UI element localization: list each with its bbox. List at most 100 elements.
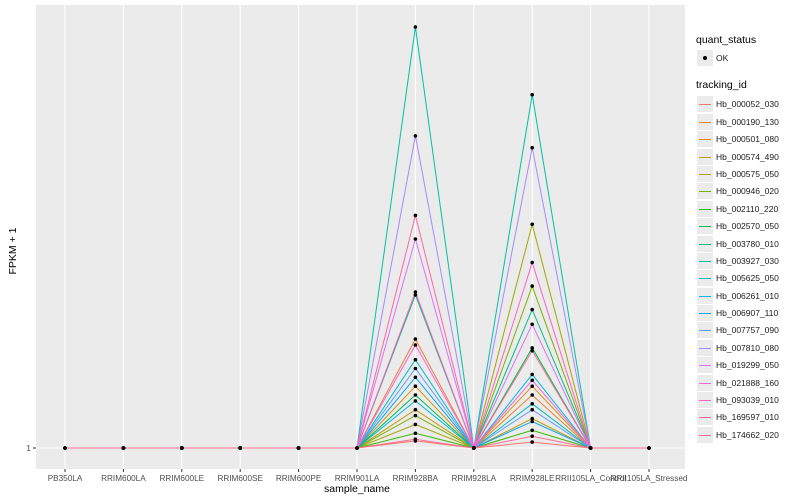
legend-label: Hb_000946_020 (716, 186, 779, 197)
line-swatch-icon (699, 121, 711, 123)
data-point (530, 307, 534, 312)
legend-label: Hb_003927_030 (716, 255, 779, 266)
data-point (413, 366, 418, 371)
data-point (413, 399, 418, 403)
legend-key (697, 252, 713, 269)
legend-key (697, 218, 713, 235)
data-point (63, 446, 67, 450)
x-tick-label: RRII105LA_Control (555, 474, 626, 483)
legend-item-tracking-id: Hb_000574_490 (696, 148, 800, 166)
legend-label: Hb_174662_020 (716, 429, 779, 440)
legend-label: Hb_019299_050 (716, 360, 779, 371)
legend-item-tracking-id: Hb_006907_110 (696, 305, 800, 322)
data-point (530, 378, 534, 383)
legend-label: Hb_003780_010 (716, 238, 779, 249)
legend-label: Hb_093039_010 (716, 395, 779, 406)
data-point (413, 290, 418, 294)
legend-item-tracking-id: Hb_007810_080 (696, 339, 800, 357)
legend-item-tracking-id: Hb_003927_030 (696, 252, 800, 270)
data-point (530, 402, 534, 406)
y-tick-label: 1 (26, 443, 31, 453)
data-point (413, 393, 418, 397)
data-point (530, 372, 534, 377)
legend-item-tracking-id: Hb_000501_080 (696, 131, 800, 148)
legend-item-tracking-id: Hb_019299_050 (696, 357, 800, 374)
legend-label: Hb_000574_490 (716, 151, 779, 162)
data-point (530, 416, 534, 421)
legend-item-tracking-id: Hb_169597_010 (696, 409, 800, 426)
legend-label: Hb_006907_110 (716, 308, 779, 319)
data-point (530, 428, 534, 433)
data-point (296, 446, 301, 450)
data-point (413, 375, 418, 380)
line-swatch-icon (699, 417, 711, 419)
x-tick-label: RRII105LA_Stressed (611, 474, 688, 483)
legend-key (697, 426, 713, 443)
line-swatch-icon (699, 156, 711, 158)
line-swatch-icon (699, 243, 711, 245)
data-point (530, 222, 534, 227)
legend-item-tracking-id: Hb_002570_050 (696, 218, 800, 235)
line-swatch-icon (699, 208, 711, 210)
legend-label: OK (716, 53, 729, 63)
line-swatch-icon (699, 104, 711, 106)
legend-key (697, 270, 713, 287)
x-tick-label: RRIM928BA (393, 474, 439, 483)
line-swatch-icon (699, 226, 711, 228)
legend-key (697, 409, 713, 426)
line-swatch-icon (699, 382, 711, 384)
line-swatch-icon (699, 330, 711, 332)
x-axis-ticks: PB350LA RRIM600LA RRIM600LE RRIM600SE RRIM60… (48, 469, 688, 483)
data-point (530, 92, 534, 97)
data-point (121, 446, 126, 450)
data-point (530, 346, 534, 350)
data-point (413, 431, 418, 436)
legend-key (697, 96, 713, 113)
legend-label: Hb_000052_030 (716, 99, 779, 110)
line-swatch-icon (699, 278, 711, 280)
line-swatch-icon (699, 173, 711, 175)
data-point (530, 349, 534, 353)
legend-key (697, 165, 713, 182)
line-swatch-icon (699, 434, 711, 436)
data-point (647, 446, 651, 450)
legend-item-tracking-id: Hb_003780_010 (696, 235, 800, 253)
data-point (413, 213, 418, 218)
legend-item-status: OK (696, 50, 800, 67)
data-point (530, 284, 534, 288)
legend-item-tracking-id: Hb_005625_050 (696, 270, 800, 287)
data-point (413, 357, 418, 362)
legend: quant_status OK tracking_id Hb_000052_03… (696, 34, 800, 444)
legend-label: Hb_006261_010 (716, 290, 779, 301)
data-point (530, 434, 534, 439)
line-swatch-icon (699, 347, 711, 349)
legend-key (697, 200, 713, 217)
legend-title-quant-status: quant_status (696, 34, 757, 46)
data-point (530, 145, 534, 150)
line-swatch-icon (699, 191, 711, 193)
data-point (413, 337, 418, 341)
data-point (413, 237, 418, 241)
line-swatch-icon (699, 400, 711, 402)
legend-key (697, 392, 713, 409)
legend-title-tracking-id: tracking_id (696, 79, 747, 92)
data-point (530, 393, 534, 397)
legend-item-tracking-id: Hb_000575_050 (696, 165, 800, 183)
legend-key (697, 148, 713, 165)
line-swatch-icon (699, 260, 711, 262)
x-tick-label: RRIM600SE (217, 474, 263, 483)
data-point (413, 343, 418, 347)
legend-label: Hb_000501_080 (716, 134, 779, 145)
legend-tracking-id: tracking_id Hb_000052_030 Hb_000190_130 Hb… (696, 79, 800, 444)
y-axis-label: FPKM + 1 (7, 227, 19, 274)
data-point (238, 446, 242, 450)
legend-label: Hb_005625_050 (716, 273, 779, 284)
legend-key (697, 235, 713, 252)
data-point (413, 384, 418, 389)
data-point (588, 446, 593, 450)
data-point (530, 419, 534, 424)
line-swatch-icon (699, 365, 711, 367)
x-tick-label: RRIM928LE (510, 474, 555, 483)
data-point (413, 25, 418, 29)
data-point (530, 440, 534, 444)
